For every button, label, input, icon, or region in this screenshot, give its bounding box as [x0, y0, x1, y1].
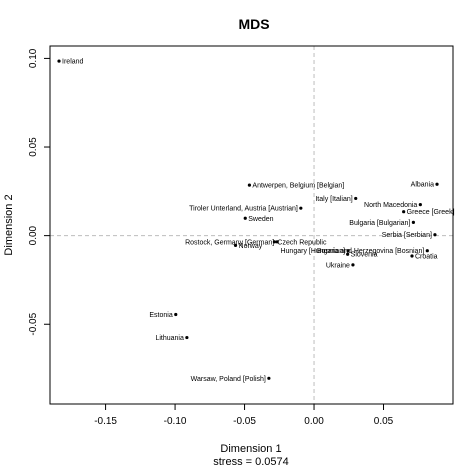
data-point: [185, 335, 189, 340]
point-label: Serbia [Serbian]: [382, 232, 432, 239]
data-point: [351, 263, 355, 267]
x-tick-label: 0.00: [304, 416, 324, 427]
point-label: Albania: [411, 182, 434, 189]
stress-annotation: stress = 0.0574: [213, 456, 289, 468]
data-point: [272, 240, 277, 244]
point-label: Warsaw, Poland [Polish]: [191, 376, 266, 383]
point-label: Antwerpen, Belgium [Belgian]: [252, 183, 344, 190]
data-point: [174, 312, 178, 317]
data-point: [57, 59, 61, 63]
data-points: Ireland Antwerpen, Belgium [Belgian] Alban…: [57, 59, 455, 383]
data-point: [402, 210, 406, 214]
point-label: Slovenia: [351, 252, 378, 259]
chart-title: MDS: [238, 16, 269, 32]
point-label: Greece [Greek]: [407, 209, 455, 216]
data-point: [425, 249, 429, 253]
point-label: Estonia: [149, 312, 172, 319]
data-point: [299, 206, 303, 210]
x-tick-label: -0.10: [164, 416, 187, 427]
data-point: [410, 254, 414, 258]
point-label: Sweden: [248, 216, 273, 223]
point-label: Bulgaria [Bulgarian]: [349, 220, 410, 227]
x-tick-label: -0.05: [233, 416, 256, 427]
data-point: [346, 252, 350, 256]
data-point: [418, 203, 422, 207]
y-axis: -0.05 0.00 0.05 0.10: [28, 48, 50, 336]
x-tick-label: -0.15: [94, 416, 117, 427]
point-label: Croatia: [415, 254, 438, 261]
point-label: Rostock, Germany [German]: [185, 239, 274, 246]
point-label: Ireland: [62, 59, 84, 66]
y-tick-label: -0.05: [28, 312, 39, 335]
point-label: Ukraine: [326, 262, 350, 269]
point-label: Tiroler Unterland, Austria [Austrian]: [189, 206, 298, 213]
y-tick-label: 0.05: [28, 137, 39, 157]
point-label: Bosnia and Herzegovina [Bosnian]: [317, 248, 424, 255]
data-point: [354, 196, 358, 201]
point-label: Norway: [239, 243, 263, 250]
data-point: [243, 216, 247, 220]
y-axis-title: Dimension 2: [3, 194, 15, 255]
plot-frame: [49, 45, 454, 405]
point-label: Italy [Italian]: [315, 196, 352, 203]
data-point: [247, 183, 252, 187]
point-label: Lithuania: [155, 335, 184, 342]
point-label: North Macedonia: [364, 202, 417, 209]
point-label: Hungary [Hungarian]: [280, 248, 345, 255]
x-tick-label: 0.05: [374, 416, 394, 427]
data-point: [346, 249, 350, 253]
y-tick-label: 0.10: [28, 48, 39, 68]
x-axis-title: Dimension 1: [220, 443, 281, 455]
data-point: [267, 376, 271, 380]
data-point: [411, 220, 415, 224]
data-point: [435, 182, 439, 186]
data-point: [275, 240, 279, 244]
y-tick-label: 0.00: [28, 225, 39, 245]
point-label: Czech Republic: [277, 239, 327, 246]
x-axis: -0.15 -0.10 -0.05 0.00 0.05: [94, 404, 394, 427]
data-point: [433, 233, 437, 237]
data-point: [233, 243, 238, 247]
